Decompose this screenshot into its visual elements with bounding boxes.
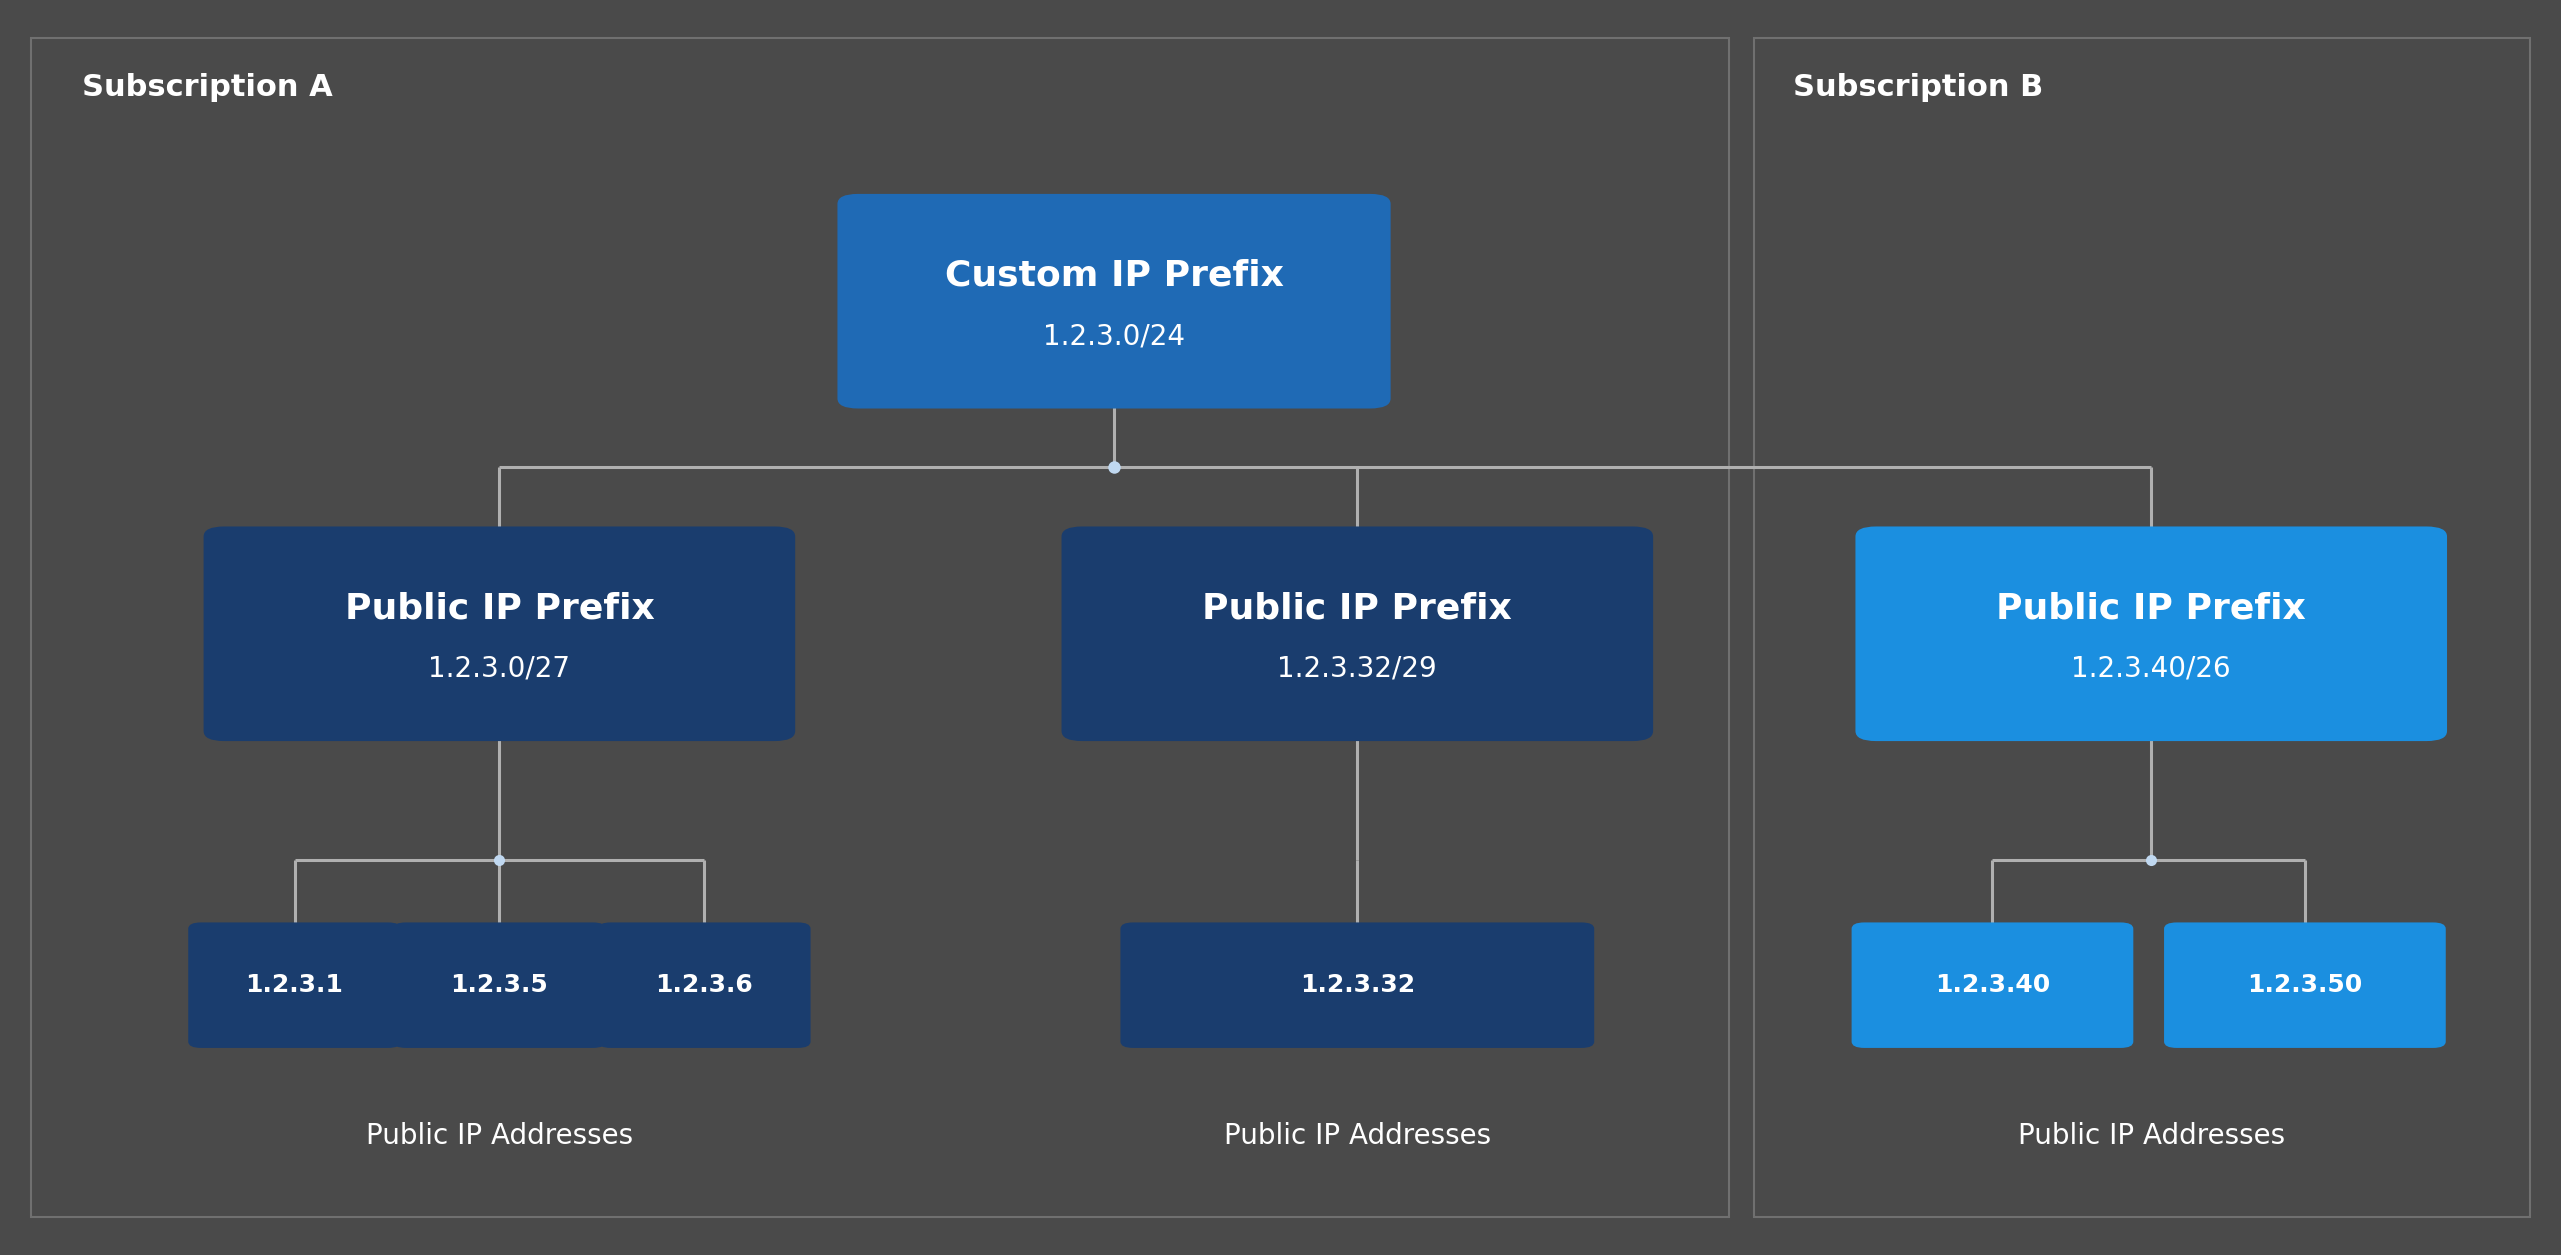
Text: Public IP Prefix: Public IP Prefix [1204, 591, 1511, 625]
FancyBboxPatch shape [837, 193, 1391, 409]
Text: 1.2.3.32: 1.2.3.32 [1301, 973, 1414, 998]
Text: 1.2.3.40/26: 1.2.3.40/26 [2072, 655, 2231, 683]
Text: Public IP Addresses: Public IP Addresses [1224, 1122, 1491, 1150]
Text: 1.2.3.1: 1.2.3.1 [246, 973, 343, 998]
FancyBboxPatch shape [2164, 922, 2446, 1048]
FancyBboxPatch shape [394, 922, 604, 1048]
Text: 1.2.3.32/29: 1.2.3.32/29 [1278, 655, 1437, 683]
FancyBboxPatch shape [1122, 922, 1593, 1048]
Text: Public IP Addresses: Public IP Addresses [2018, 1122, 2284, 1150]
Text: Public IP Prefix: Public IP Prefix [1998, 591, 2305, 625]
Bar [1754, 38, 2530, 1217]
FancyBboxPatch shape [1854, 527, 2448, 740]
FancyBboxPatch shape [190, 922, 400, 1048]
FancyBboxPatch shape [599, 922, 809, 1048]
Text: 1.2.3.6: 1.2.3.6 [656, 973, 753, 998]
FancyBboxPatch shape [1852, 922, 2133, 1048]
Text: Subscription B: Subscription B [1793, 73, 2044, 103]
Text: 1.2.3.0/24: 1.2.3.0/24 [1042, 323, 1186, 350]
Text: 1.2.3.50: 1.2.3.50 [2246, 973, 2364, 998]
FancyBboxPatch shape [205, 527, 794, 740]
Bar [31, 38, 1729, 1217]
Text: Custom IP Prefix: Custom IP Prefix [945, 259, 1283, 292]
Text: Public IP Prefix: Public IP Prefix [346, 591, 653, 625]
FancyBboxPatch shape [1060, 527, 1654, 740]
Text: 1.2.3.0/27: 1.2.3.0/27 [428, 655, 571, 683]
Text: 1.2.3.40: 1.2.3.40 [1934, 973, 2051, 998]
Text: 1.2.3.5: 1.2.3.5 [451, 973, 548, 998]
Text: Subscription A: Subscription A [82, 73, 333, 103]
Text: Public IP Addresses: Public IP Addresses [366, 1122, 633, 1150]
